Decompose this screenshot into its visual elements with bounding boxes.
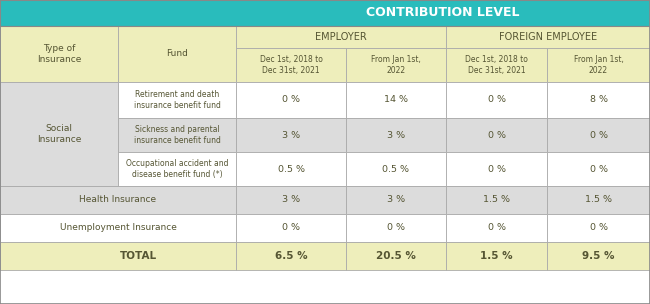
Bar: [346, 118, 446, 152]
Text: Fund: Fund: [166, 50, 188, 58]
Text: 1.5 %: 1.5 %: [483, 195, 510, 205]
Text: 0.5 %: 0.5 %: [278, 164, 304, 174]
Text: 0 %: 0 %: [282, 95, 300, 105]
Bar: [236, 118, 346, 152]
Bar: [118, 82, 236, 118]
Bar: [118, 118, 236, 152]
Bar: [118, 152, 236, 186]
Text: Health Insurance: Health Insurance: [79, 195, 157, 205]
Text: 0 %: 0 %: [488, 223, 506, 233]
Text: Unemployment Insurance: Unemployment Insurance: [60, 223, 176, 233]
Bar: [446, 214, 547, 242]
Bar: [346, 186, 446, 214]
Text: Social
Insurance: Social Insurance: [37, 124, 81, 144]
Text: 6.5 %: 6.5 %: [275, 251, 307, 261]
Text: 0 %: 0 %: [488, 95, 506, 105]
Bar: [236, 152, 346, 186]
Bar: [118, 26, 236, 82]
Text: 1.5 %: 1.5 %: [480, 251, 513, 261]
Bar: [236, 26, 446, 48]
Text: Retirement and death
insurance benefit fund: Retirement and death insurance benefit f…: [133, 90, 220, 110]
Bar: [346, 242, 446, 270]
Bar: [236, 242, 346, 270]
Bar: [0, 186, 236, 214]
Bar: [0, 0, 650, 26]
Text: 0 %: 0 %: [590, 164, 608, 174]
Bar: [0, 82, 118, 186]
Text: TOTAL: TOTAL: [120, 251, 157, 261]
Text: EMPLOYER: EMPLOYER: [315, 32, 367, 42]
Bar: [446, 186, 547, 214]
Bar: [0, 26, 118, 82]
Bar: [236, 82, 346, 118]
Bar: [547, 186, 650, 214]
Text: 0 %: 0 %: [488, 164, 506, 174]
Text: 3 %: 3 %: [282, 195, 300, 205]
Text: 20.5 %: 20.5 %: [376, 251, 416, 261]
Text: 0 %: 0 %: [590, 223, 608, 233]
Text: CONTRIBUTION LEVEL: CONTRIBUTION LEVEL: [366, 6, 520, 19]
Text: 0 %: 0 %: [488, 130, 506, 140]
Text: 0 %: 0 %: [387, 223, 405, 233]
Text: 8 %: 8 %: [590, 95, 608, 105]
Bar: [446, 118, 547, 152]
Bar: [346, 152, 446, 186]
Text: Type of
Insurance: Type of Insurance: [37, 44, 81, 64]
Bar: [547, 48, 650, 82]
Bar: [236, 186, 346, 214]
Bar: [547, 118, 650, 152]
Text: Occupational accident and
disease benefit fund (*): Occupational accident and disease benefi…: [125, 159, 228, 179]
Bar: [236, 48, 346, 82]
Text: 0 %: 0 %: [282, 223, 300, 233]
Text: 1.5 %: 1.5 %: [585, 195, 612, 205]
Text: 14 %: 14 %: [384, 95, 408, 105]
Text: 3 %: 3 %: [387, 195, 405, 205]
Bar: [0, 242, 236, 270]
Text: 3 %: 3 %: [387, 130, 405, 140]
Bar: [547, 82, 650, 118]
Bar: [236, 214, 346, 242]
Text: 3 %: 3 %: [282, 130, 300, 140]
Text: Sickness and parental
insurance benefit fund: Sickness and parental insurance benefit …: [133, 125, 220, 145]
Bar: [446, 82, 547, 118]
Text: Dec 1st, 2018 to
Dec 31st, 2021: Dec 1st, 2018 to Dec 31st, 2021: [465, 55, 528, 75]
Bar: [346, 214, 446, 242]
Bar: [346, 48, 446, 82]
Text: FOREIGN EMPLOYEE: FOREIGN EMPLOYEE: [499, 32, 597, 42]
Bar: [547, 152, 650, 186]
Bar: [346, 82, 446, 118]
Text: 9.5 %: 9.5 %: [582, 251, 615, 261]
Text: Dec 1st, 2018 to
Dec 31st, 2021: Dec 1st, 2018 to Dec 31st, 2021: [259, 55, 322, 75]
Text: 0.5 %: 0.5 %: [382, 164, 410, 174]
Text: From Jan 1st,
2022: From Jan 1st, 2022: [371, 55, 421, 75]
Text: From Jan 1st,
2022: From Jan 1st, 2022: [573, 55, 623, 75]
Bar: [547, 242, 650, 270]
Bar: [446, 48, 547, 82]
Text: 0 %: 0 %: [590, 130, 608, 140]
Bar: [0, 214, 236, 242]
Bar: [547, 214, 650, 242]
Bar: [446, 242, 547, 270]
Bar: [446, 26, 650, 48]
Bar: [446, 152, 547, 186]
